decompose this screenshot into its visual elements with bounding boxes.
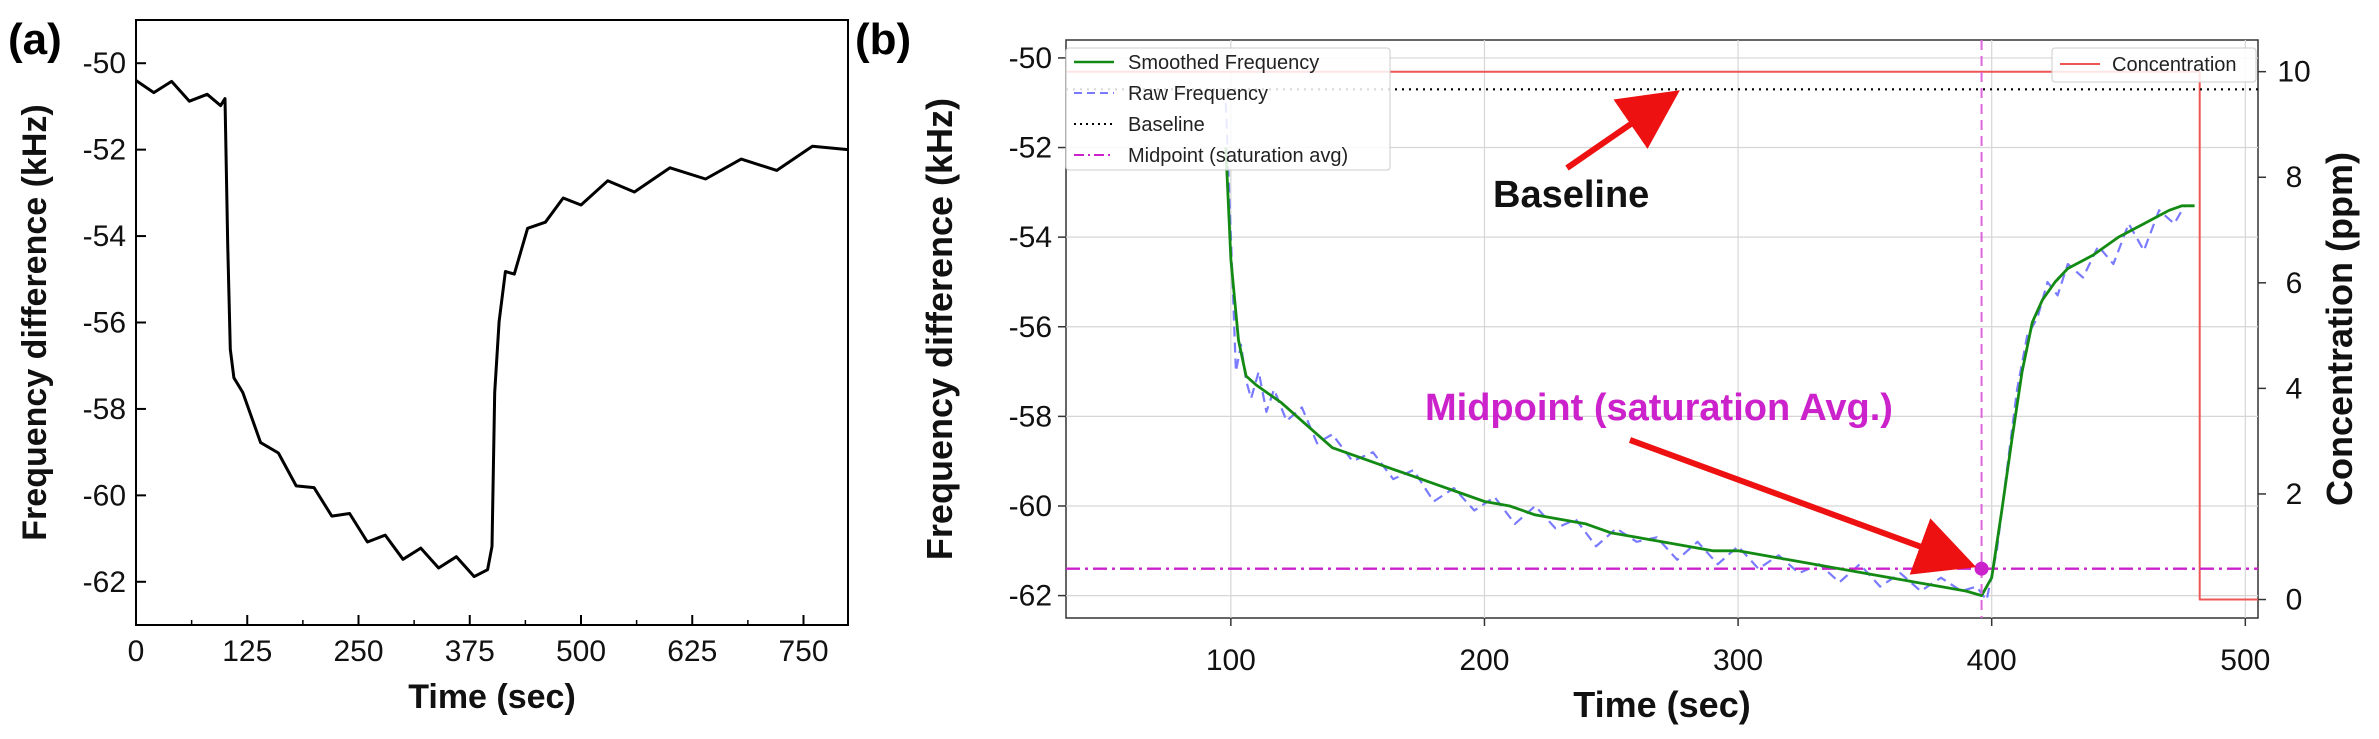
panel-b-y-tick-label: -60 [1009, 490, 1052, 523]
annotation-midpoint-arrow [1628, 437, 1977, 575]
panel-b-x-tick-label: 500 [2220, 644, 2270, 677]
panel-b-y2-tick-label: 2 [2286, 478, 2303, 511]
panel-a-label: (a) [8, 15, 62, 64]
panel-b: (b) 100 200 300 400 500-62-60-58-56-54-52-50… [855, 15, 2360, 725]
panel-b-y-tick-label: -54 [1009, 221, 1052, 254]
panel-a-x-tick-label: 375 [445, 635, 495, 668]
panel-b-series [1066, 40, 2258, 618]
panel-a-x-tick-label: 125 [222, 635, 272, 668]
panel-b-label: (b) [855, 15, 911, 64]
legend-concentration-label: Concentration [2112, 54, 2237, 76]
panel-b-y-tick-label: -58 [1009, 400, 1052, 433]
panel-a-y-tick-label: -50 [83, 47, 126, 80]
panel-b-y-tick-label: -52 [1009, 132, 1052, 165]
panel-b-y2-tick-label: 10 [2277, 56, 2310, 89]
panel-b-y2-tick-label: 0 [2286, 584, 2303, 617]
panel-a-x-tick-label: 0 [128, 635, 145, 668]
legend-right-box [2051, 47, 2257, 83]
panel-b-y2-tick-label: 8 [2286, 161, 2303, 194]
legend-smoothed-label: Smoothed Frequency [1128, 52, 1319, 74]
panel-a-y-tick-label: -62 [83, 566, 126, 599]
panel-a-y-axis-title: Frequency difference (kHz) [16, 104, 54, 540]
panel-b-legend-left: Smoothed Frequency Raw Frequency Baselin… [1065, 47, 1391, 171]
panel-a-x-tick-label: 750 [778, 635, 828, 668]
panel-a-y-tick-label: -56 [83, 307, 126, 340]
annotation-baseline: Baseline [1493, 174, 1649, 216]
panel-a-y-tick-label: -60 [83, 479, 126, 512]
panel-b-y2-tick-label: 4 [2286, 372, 2303, 405]
panel-a-x-tick-label: 250 [333, 635, 383, 668]
panel-b-y2-tick-label: 6 [2286, 267, 2303, 300]
panel-b-y-tick-label: -62 [1009, 580, 1052, 613]
panel-a: (a) 0 125 250 375 500 625 750 -62 -60 -58 -56 -54 -5… [8, 15, 849, 716]
panel-b-legend-right: Concentration [2051, 47, 2257, 83]
panel-a-y-tick-label: -52 [83, 134, 126, 167]
panel-a-ticks: 0 125 250 375 500 625 750 -62 -60 -58 -56 -54 -52 -50 [83, 47, 829, 668]
panel-b-x-tick-label: 200 [1459, 644, 1509, 677]
annotation-baseline-arrow [1565, 90, 1680, 171]
raw-frequency-line [1224, 102, 2195, 602]
panel-b-ticks: 100 200 300 400 500 -62 -60 -58 -56 -54 -52 -50 0 2 4 6… [1009, 42, 2311, 677]
panel-b-plot-frame [1065, 39, 2259, 619]
smoothed-frequency-line [1224, 147, 2195, 597]
panel-b-x-tick-label: 300 [1713, 644, 1763, 677]
panel-a-y-tick-label: -58 [83, 393, 126, 426]
legend-baseline-label: Baseline [1128, 114, 1205, 136]
annotation-midpoint: Midpoint (saturation Avg.) [1425, 387, 1893, 429]
panel-b-x-tick-label: 100 [1206, 644, 1256, 677]
panel-b-x-axis-title: Time (sec) [1573, 684, 1750, 725]
panel-a-x-tick-label: 625 [667, 635, 717, 668]
midpoint-marker [1974, 561, 1989, 576]
panel-b-y-tick-label: -56 [1009, 311, 1052, 344]
panel-b-y2-axis-title: Concentration (ppm) [2319, 152, 2360, 506]
panel-a-x-axis-title: Time (sec) [408, 678, 576, 716]
panel-b-y-tick-label: -50 [1009, 42, 1052, 75]
panel-a-frequency-line [135, 79, 849, 579]
legend-raw-label: Raw Frequency [1128, 83, 1268, 105]
legend-left-box [1065, 47, 1391, 171]
panel-a-x-tick-label: 500 [556, 635, 606, 668]
concentration-line [1066, 70, 2258, 601]
panel-b-annotations: Baseline Midpoint (saturation Avg.) [1425, 90, 1977, 575]
panel-b-y-axis-title: Frequency difference (kHz) [919, 98, 960, 560]
legend-midpoint-label: Midpoint (saturation avg) [1128, 145, 1348, 167]
panel-b-x-tick-label: 400 [1967, 644, 2017, 677]
panel-a-y-tick-label: -54 [83, 220, 126, 253]
panel-a-series [135, 79, 849, 579]
